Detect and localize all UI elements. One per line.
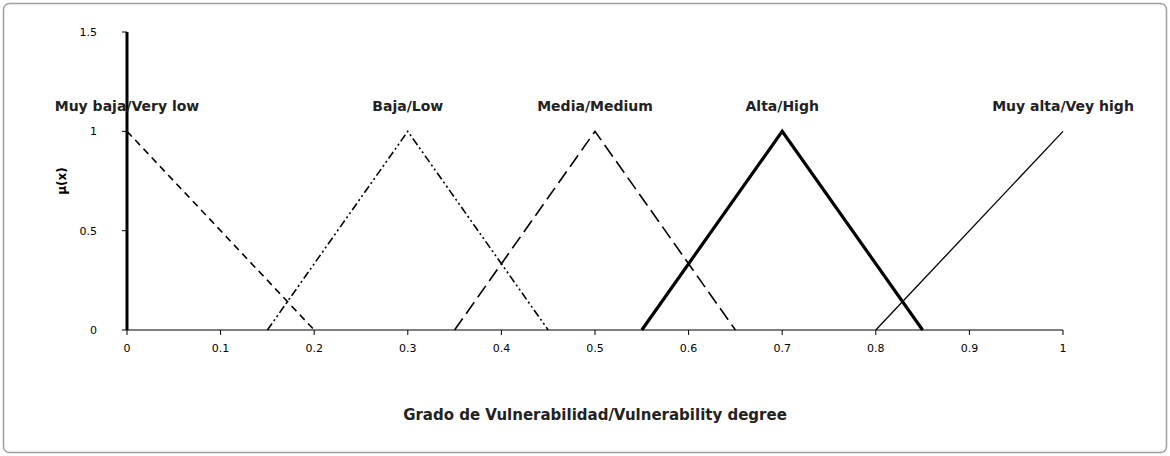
x-tick-label: 0.2 (305, 342, 323, 355)
y-axis-label: μ(x) (55, 167, 69, 195)
x-tick (501, 330, 502, 335)
chart: 0 0.1 0.2 0.3 0.4 0.5 0.6 0.7 0.8 0.9 1 0 0.5 1 1.5 Gra… (0, 0, 1170, 456)
x-tick (220, 330, 221, 335)
x-tick (875, 330, 876, 335)
series-line (455, 131, 736, 330)
x-tick-label: 0.1 (212, 342, 230, 355)
y-tick (122, 330, 127, 331)
x-tick (688, 330, 689, 335)
x-tick-label: 0.8 (867, 342, 885, 355)
x-tick (127, 330, 128, 335)
series-line (642, 131, 923, 330)
x-tick (314, 330, 315, 335)
series-label: Baja/Low (372, 98, 443, 114)
x-tick (782, 330, 783, 335)
series-label: Muy baja/Very low (55, 98, 200, 114)
x-tick-label: 1 (1060, 342, 1067, 355)
x-tick-label: 0.5 (586, 342, 604, 355)
y-tick-label: 0.5 (80, 225, 98, 238)
x-tick (969, 330, 970, 335)
y-axis (126, 32, 129, 330)
series-line (267, 131, 548, 330)
series-label: Muy alta/Vey high (992, 98, 1134, 114)
x-tick-label: 0 (124, 342, 131, 355)
x-tick-label: 0.3 (399, 342, 417, 355)
y-tick-label: 1.5 (80, 26, 98, 39)
y-tick (122, 230, 127, 231)
y-tick-label: 0 (90, 324, 97, 337)
x-tick-label: 0.7 (773, 342, 791, 355)
y-tick-label: 1 (90, 125, 97, 138)
plot-lines (127, 131, 1063, 330)
y-tick (122, 131, 127, 132)
x-tick-label: 0.6 (680, 342, 698, 355)
frame (4, 4, 1167, 453)
series-line (876, 131, 1063, 330)
x-axis-label: Grado de Vulnerabilidad/Vulnerability de… (403, 406, 787, 424)
series-line (127, 131, 314, 330)
x-tick (1063, 330, 1064, 335)
series-label: Media/Medium (537, 98, 653, 114)
y-tick (122, 32, 127, 33)
x-tick-label: 0.4 (493, 342, 511, 355)
x-tick (595, 330, 596, 335)
series-label: Alta/High (746, 98, 819, 114)
x-tick (407, 330, 408, 335)
x-tick-label: 0.9 (961, 342, 979, 355)
